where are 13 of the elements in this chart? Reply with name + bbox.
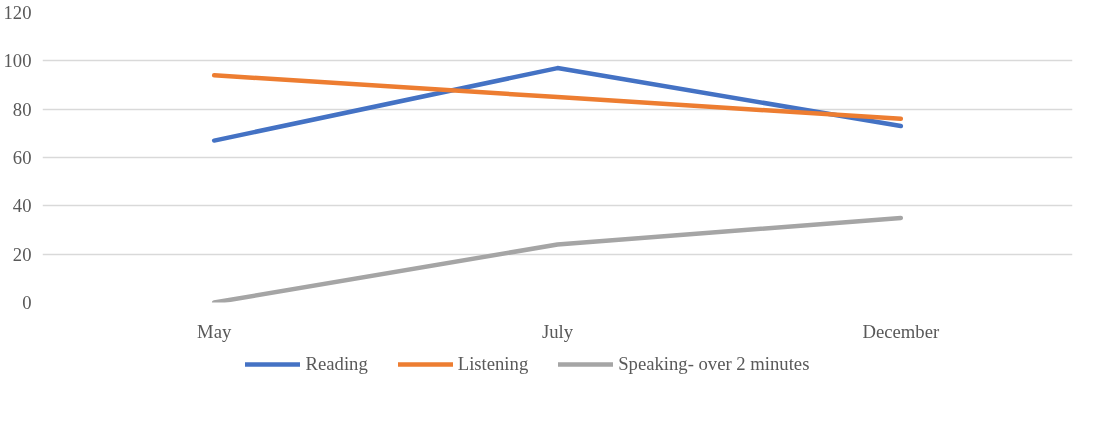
y-tick-label: 40 [12,195,32,217]
y-tick-label: 0 [22,292,32,313]
y-tick-label: 120 [3,2,32,23]
y-tick-label: 20 [12,243,32,265]
x-tick-label: July [541,320,574,342]
y-tick-label: 60 [12,147,32,168]
legend-label: Speaking- over 2 minutes [618,353,810,375]
legend-label: Reading [305,353,368,375]
x-tick-label: December [862,320,940,342]
x-tick-label: May [197,320,232,342]
y-tick-label: 80 [12,98,32,120]
y-tick-label: 100 [3,50,32,72]
legend-label: Listening [457,353,529,375]
